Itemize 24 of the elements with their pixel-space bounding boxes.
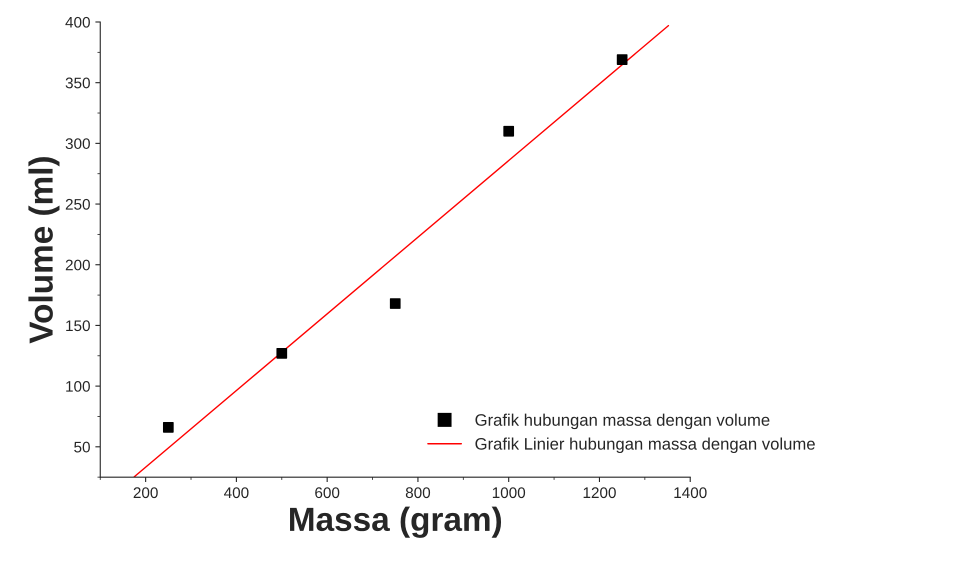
point [390, 298, 401, 309]
y-tick-label: 300 [66, 138, 90, 150]
legend-label: Grafik Linier hubungan massa dengan volume [475, 438, 815, 454]
point [276, 348, 288, 359]
point [616, 54, 628, 65]
x-tick-label: 1400 [674, 487, 707, 498]
y-tick-label: 100 [66, 380, 90, 392]
y-tick-label: 50 [74, 442, 90, 452]
x-axis-title: Massa (gram) [290, 506, 502, 538]
x-tick-label: 400 [224, 487, 249, 498]
point [162, 422, 174, 433]
y-axis-title: Volume (ml) [28, 157, 60, 344]
y-tick-label: 150 [66, 320, 90, 332]
x-tick-label: 200 [134, 487, 158, 498]
x-tick-label: 1000 [492, 487, 526, 498]
x-tick-label: 1200 [584, 487, 616, 498]
point [503, 126, 514, 137]
y-tick-label: 200 [66, 260, 90, 270]
y-tick-label: 250 [66, 198, 90, 210]
y-tick-label: 400 [65, 16, 90, 28]
legend-label: Grafik hubungan massa dengan volume [475, 414, 770, 430]
x-tick-label: 600 [315, 487, 340, 498]
x-tick-label: 800 [406, 487, 430, 498]
y-tick-label: 350 [66, 78, 90, 88]
